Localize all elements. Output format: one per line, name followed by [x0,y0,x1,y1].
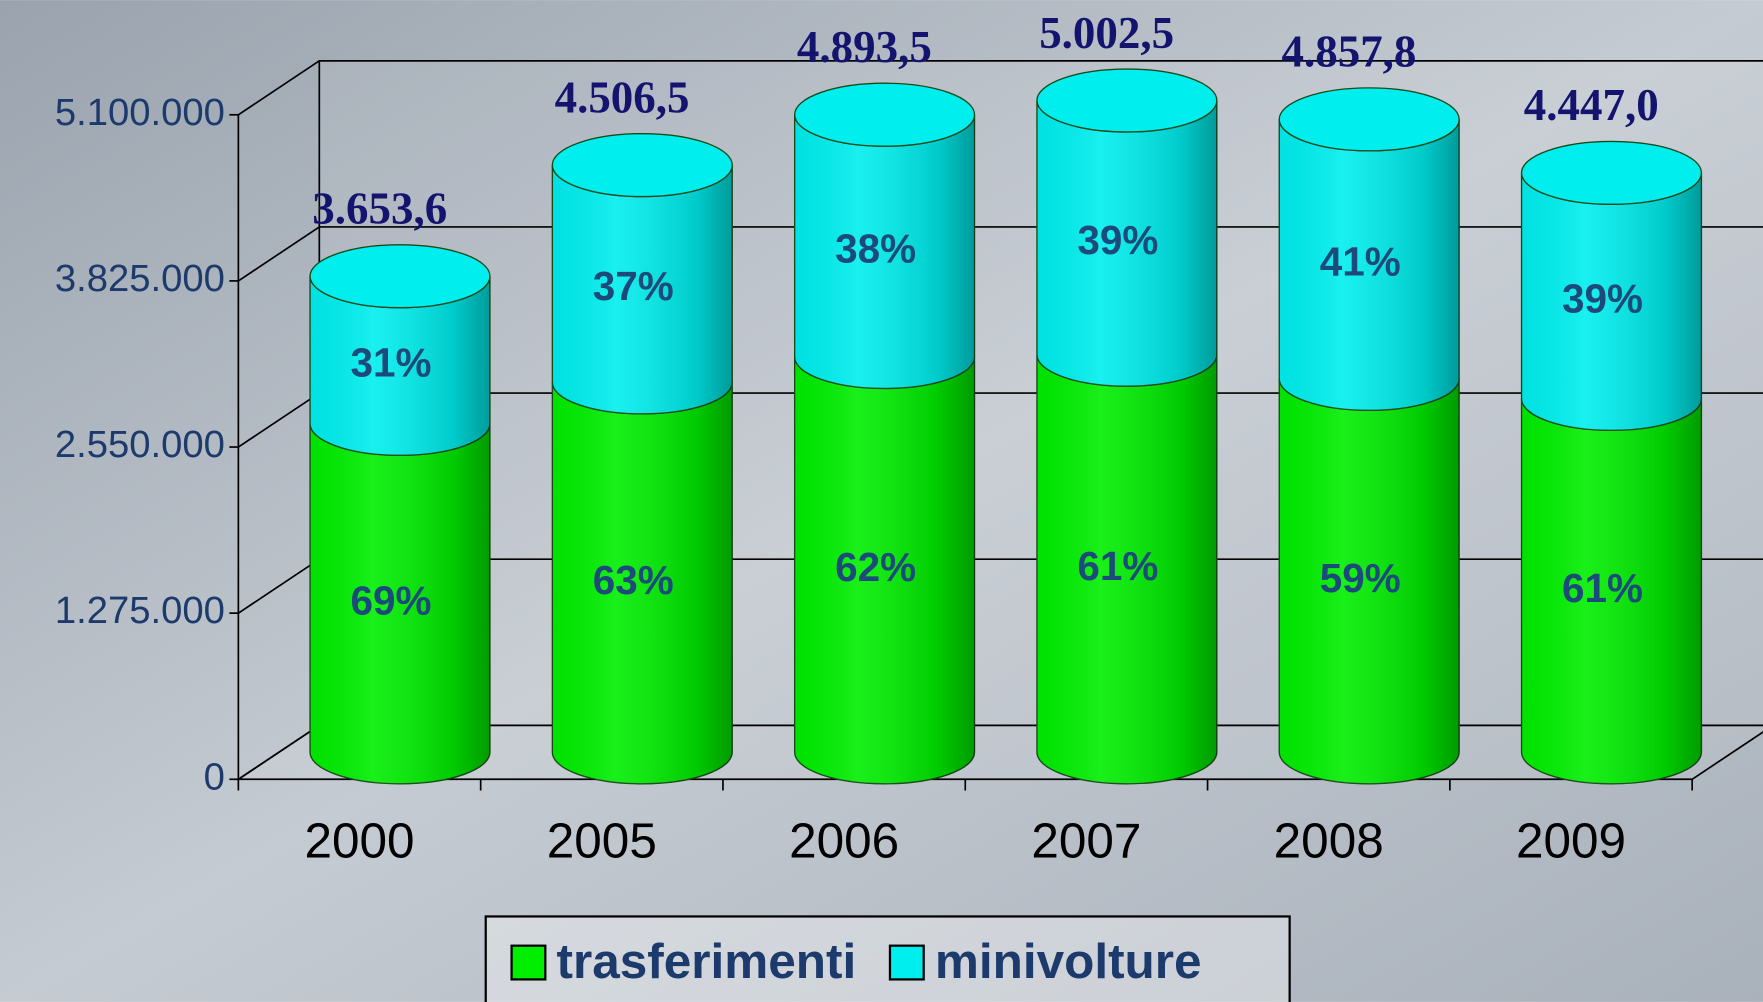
y-tick-label: 5.100.000 [55,91,225,134]
x-tick-label: 2007 [1031,814,1141,869]
x-tick-label: 2000 [304,814,414,869]
cylinder-top [795,83,975,146]
cylinder-top [310,245,490,308]
y-tick-label: 0 [204,755,225,798]
y-tick-label: 1.275.000 [55,589,225,632]
share-label: 61% [1562,565,1643,611]
total-label: 4.506,5 [555,72,690,122]
total-label: 4.857,8 [1282,27,1417,77]
x-tick-label: 2009 [1516,814,1626,869]
y-tick-label: 2.550.000 [55,423,225,466]
x-tick-label: 2008 [1274,814,1384,869]
cylinder-top [1037,69,1217,132]
legend-swatch [512,946,546,980]
share-label: 62% [835,544,916,590]
legend-swatch [890,946,924,980]
share-label: 38% [835,225,916,271]
share-label: 31% [350,339,431,385]
share-label: 69% [350,577,431,623]
total-label: 4.893,5 [797,22,932,72]
total-label: 3.653,6 [312,184,447,234]
share-label: 63% [593,557,674,603]
share-label: 59% [1320,555,1401,601]
total-label: 4.447,0 [1524,80,1659,130]
share-label: 41% [1320,239,1401,285]
share-label: 39% [1077,217,1158,263]
chart: 0 1.275.000 2.550.000 3.825.000 5.100.000 200… [0,0,1763,1002]
share-label: 37% [593,263,674,309]
x-tick-label: 2006 [789,814,899,869]
cylinder-top [1279,88,1459,151]
cylinder-top [1522,141,1702,204]
x-tick-label: 2005 [547,814,657,869]
total-label: 5.002,5 [1039,8,1174,58]
legend-label: trasferimenti [557,934,857,989]
legend-label: minivolture [935,934,1202,989]
y-tick-label: 3.825.000 [55,257,225,300]
cylinder-top [552,134,732,197]
share-label: 39% [1562,275,1643,321]
share-label: 61% [1077,543,1158,589]
